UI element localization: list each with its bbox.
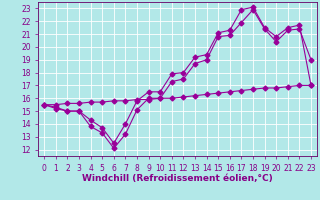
X-axis label: Windchill (Refroidissement éolien,°C): Windchill (Refroidissement éolien,°C) — [82, 174, 273, 183]
